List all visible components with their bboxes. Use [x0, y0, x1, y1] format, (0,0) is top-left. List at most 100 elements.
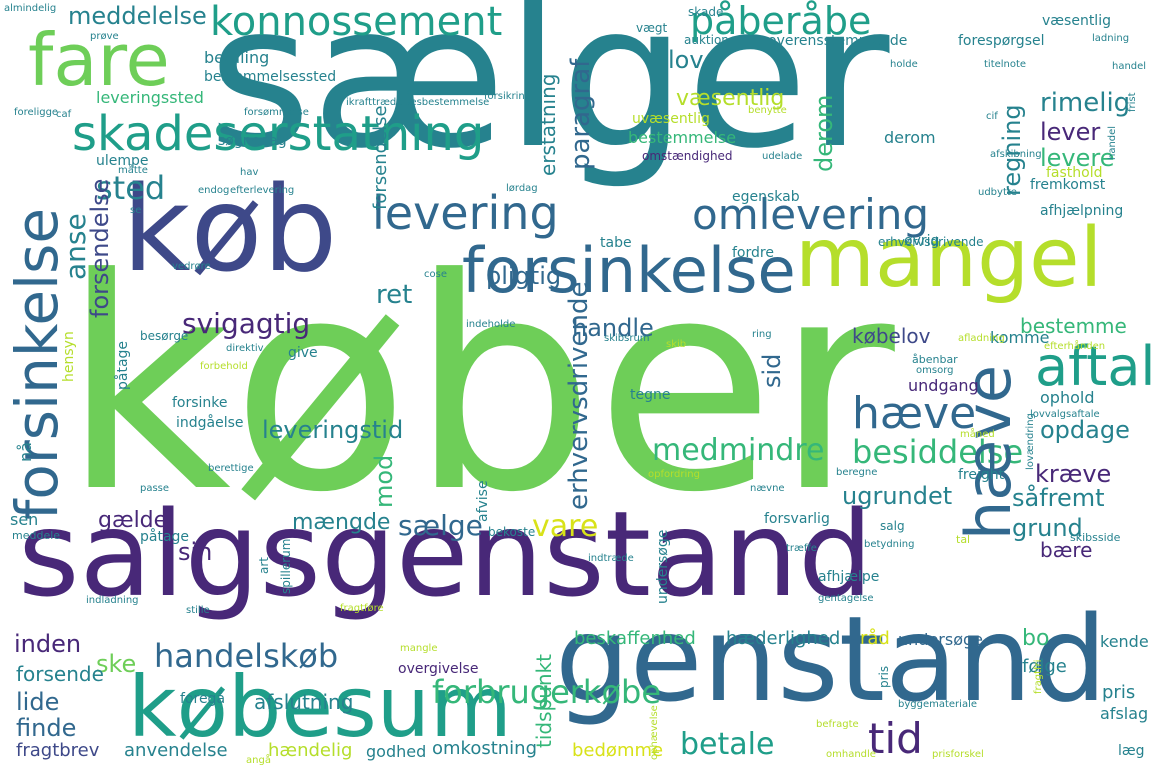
word-erstatning: erstatning: [536, 73, 560, 177]
word-forbrugerkoebe: vare: [532, 509, 599, 544]
word-komme: bestemme: [1020, 314, 1127, 338]
word-lov: lov: [668, 46, 704, 74]
word-lide: lide: [16, 688, 60, 716]
word-afhjaelpning: fremkomst: [1030, 177, 1106, 193]
word-sen: væsentlig: [1042, 13, 1111, 29]
word-forbehold: skibsrum: [604, 333, 650, 344]
word-stille: betydning: [864, 539, 915, 550]
word-naevne: åbenbar: [912, 353, 958, 366]
word-ulempe: betaling: [204, 48, 270, 67]
word-foelge: følge: [1022, 656, 1067, 677]
word-bestemmelse: leveringssted: [96, 88, 204, 107]
word-fremkomst: undgang: [908, 376, 979, 395]
word-medmindre: betale: [680, 727, 775, 762]
word-mangle: træffe: [786, 543, 817, 554]
word-sin: sin: [178, 538, 213, 566]
word-lovaendring: afladning: [958, 333, 1005, 344]
word-direktiv: indeholde: [466, 319, 516, 330]
word-betaling: forsendelse: [86, 178, 114, 318]
word-laeg: læg: [1118, 743, 1145, 759]
word-forsinke: tabe: [600, 235, 632, 251]
word-nå: væsentlig: [676, 86, 785, 111]
word-kende: kende: [1100, 632, 1149, 651]
word-forsikring: fragtfri: [1033, 659, 1044, 694]
word-oevrig: afhjælpning: [1040, 203, 1124, 219]
word-haederlighed: hæderlighed: [726, 628, 841, 649]
word-besoerge: fordre: [732, 245, 774, 261]
word-tag: pris: [877, 665, 891, 688]
word-levering: forsinkelse: [462, 234, 796, 307]
word-opdage: opdage: [1040, 416, 1130, 444]
word-maengde: mængde: [292, 510, 391, 535]
word-bo: bo: [1022, 626, 1050, 651]
word-bevarelse: ophævelse: [649, 705, 660, 760]
word-tidspunkt: tidspunkt: [532, 654, 556, 748]
word-udelade: titelnote: [984, 59, 1027, 70]
word-efterlevering: meddele: [12, 529, 61, 542]
word-overensstemmende: overensstemmende: [768, 33, 908, 49]
word-caf: lørdag: [506, 183, 538, 194]
word-skade: skade: [688, 5, 724, 19]
word-skib: benytte: [748, 105, 787, 116]
word-se: berettige: [208, 463, 254, 474]
word-undgang: ophold: [1040, 388, 1095, 407]
word-byggemateriale: lovvalgsaftale: [1030, 409, 1100, 420]
word-anvendelse: anvendelse: [124, 740, 228, 761]
word-fasthold: freight: [958, 467, 1005, 483]
word-berettige: mangle: [400, 643, 438, 654]
word-ske: ske: [96, 650, 137, 678]
word-indgaaelse: give: [288, 345, 318, 361]
word-beregne: forbehold: [200, 361, 248, 372]
word-fragtfoere: tal: [956, 533, 971, 546]
word-forsoemmelse: se: [130, 205, 142, 216]
word-saafremt: såfremt: [1012, 484, 1105, 512]
word-genstand: genstand: [555, 590, 1108, 728]
word-fragtfri: nævne: [750, 483, 785, 494]
word-skadeserstatning: påberåbe: [690, 0, 872, 43]
word-opfordring: omsorg: [916, 365, 954, 376]
word-ugrundet: ugrundet: [842, 482, 953, 510]
word-bestemmelsessted: mod: [370, 454, 398, 508]
word-ladning: forsømmelse: [244, 107, 309, 118]
word-loerdag: passe: [140, 483, 170, 494]
word-cose: handel: [1112, 61, 1147, 72]
word-konnossement: konnossement: [210, 0, 503, 45]
word-lovvalgsaftale: efterhånden: [1044, 341, 1106, 352]
word-leveringstid: handle: [572, 314, 654, 342]
word-paragraf: paragraf: [566, 58, 596, 170]
word-omstaendighed: ulempe: [96, 153, 149, 169]
word-proeve: hav: [240, 167, 259, 178]
word-freight: forsinke: [172, 395, 228, 411]
word-tegne: besørge: [140, 329, 189, 343]
word-haendelig: hændelig: [268, 740, 353, 761]
word-befragte: lovændring: [1025, 413, 1036, 470]
word-tal: bekoste: [488, 525, 536, 539]
word-titelnote: caf: [56, 109, 72, 120]
word-saelger: sælger: [208, 0, 890, 192]
word-ophaevelse: bedømme: [572, 740, 664, 761]
word-sted: leveringstid: [262, 416, 404, 444]
word-omsorg: ring: [752, 329, 772, 340]
word-leveringssted: forsendelse: [370, 105, 391, 210]
word-afladning: cose: [424, 269, 447, 280]
word-lever: lever: [1040, 118, 1101, 146]
word-paatage: uvæsentlig: [632, 111, 710, 127]
word-afslutning: afslutning: [254, 690, 354, 714]
word-saelge: besiddelse: [852, 433, 1024, 471]
word-ikrafttraede: omhandle: [826, 749, 876, 760]
word-regning: regning: [998, 104, 1026, 196]
word-vise: godhed: [366, 742, 427, 761]
word-sid: fasthold: [1046, 165, 1103, 181]
word-betydning: forsvarlig: [764, 511, 830, 527]
word-omkostning: omkostning: [432, 738, 538, 759]
word-indladning: indtræde: [588, 553, 634, 564]
word-holde: foreligge: [14, 107, 59, 118]
word-baere: bære: [1040, 538, 1093, 562]
word-paaberaabe: omlevering: [692, 190, 930, 239]
word-tid: aftale: [1035, 335, 1155, 398]
word-maatte: vedrøre: [172, 261, 211, 272]
word-aftale: skadeserstatning: [72, 106, 485, 162]
word-spillerum: sen: [10, 510, 39, 529]
word-vedroere: stille: [186, 605, 210, 616]
